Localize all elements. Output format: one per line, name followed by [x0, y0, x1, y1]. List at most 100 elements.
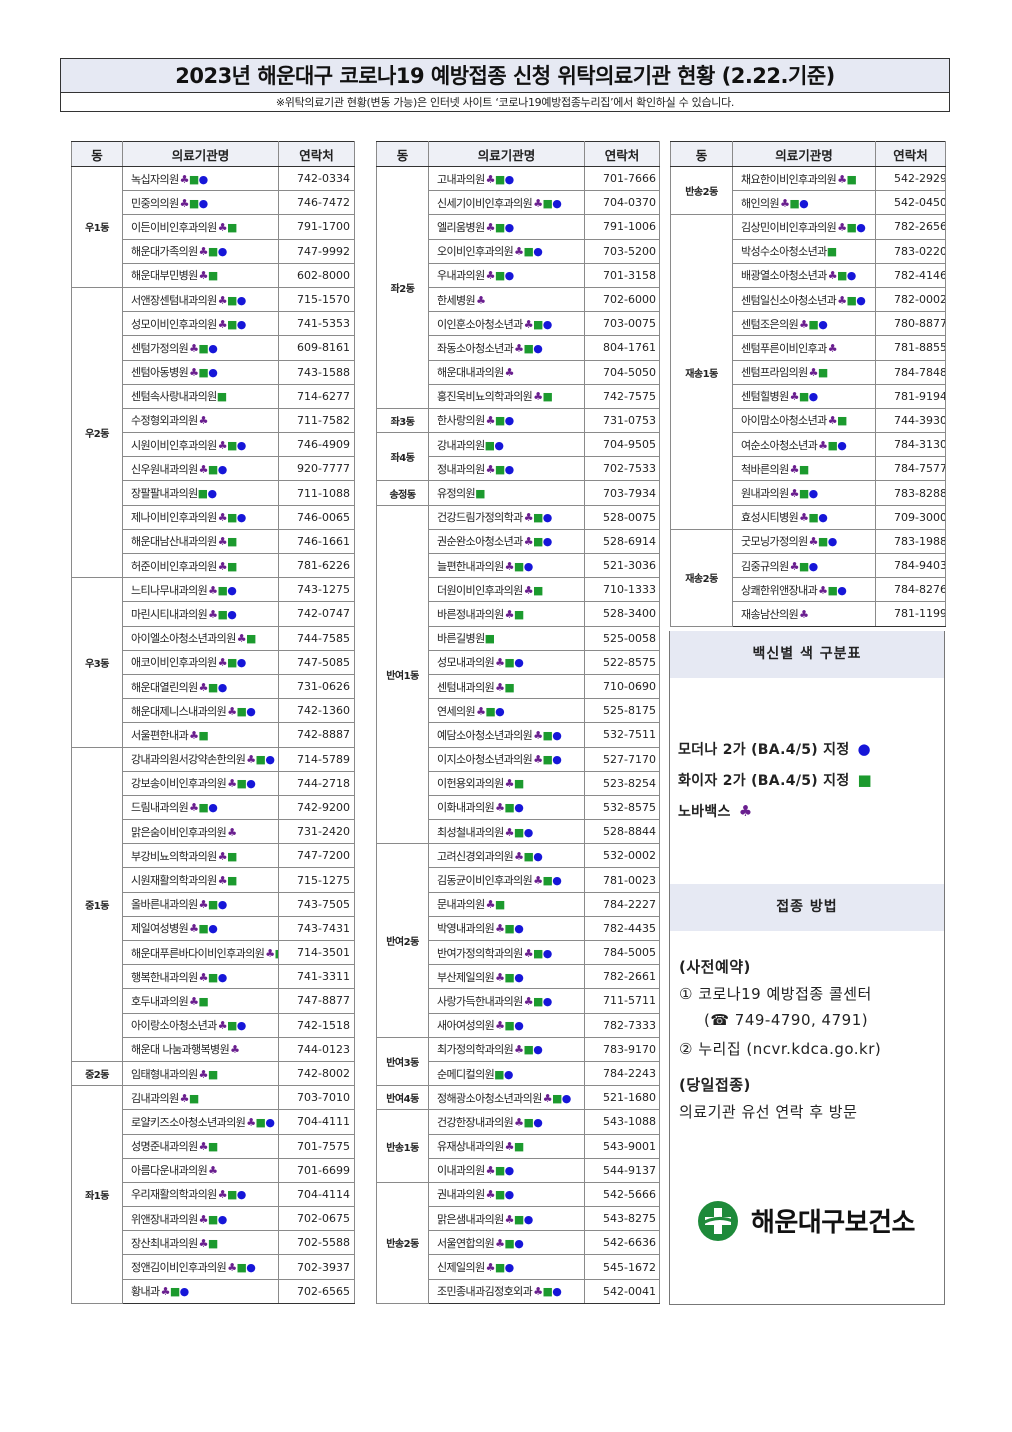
novavax-club-icon: ♣: [523, 994, 534, 1008]
clinic-name-cell: 조민종내과김정호외과♣■●: [428, 1278, 585, 1304]
clinic-name: 건강한장내과의원: [437, 1115, 514, 1129]
moderna-dot-icon: ●: [552, 1285, 562, 1299]
clinic-name: 호두내과의원: [131, 994, 189, 1008]
moderna-dot-icon: ●: [503, 1067, 514, 1081]
clinic-name-cell: 올바른내과의원♣■●: [122, 891, 279, 917]
novavax-club-icon: ♣: [208, 607, 218, 621]
table-row: 좌2동 고내과의원♣■● 701-7666: [376, 165, 660, 409]
table-row: 사랑가득한내과의원♣■● 711-5711: [377, 988, 660, 1014]
phone-cell: 543-1088: [584, 1109, 660, 1135]
clinic-name-cell: 최가정의학과의원♣■●: [428, 1036, 585, 1062]
clinic-name: 해운대가족의원: [131, 245, 198, 259]
phone-cell: 744-7585: [278, 625, 355, 651]
table-row: 우1동 녹십자의원♣■● 742-0334: [71, 165, 355, 288]
pfizer-square-icon: ■: [226, 317, 237, 331]
phone-cell: 742-8887: [278, 722, 355, 748]
phone-cell: 781-0023: [584, 867, 660, 893]
clinic-name: 박성수소아청소년과: [741, 245, 827, 259]
phone-cell: 783-9170: [584, 1036, 660, 1062]
table-row: 조민종내과김정호외과♣■● 542-0041: [377, 1278, 660, 1304]
clinic-name: 이지소아청소년과의원: [437, 753, 533, 767]
table-row: 송정동 유정의원■ 703-7934: [376, 480, 660, 506]
clinic-name-cell: 황내과♣■●: [122, 1278, 279, 1304]
clinic-name: 신세기이비인후과의원: [437, 196, 533, 210]
moderna-dot-icon: ●: [533, 245, 543, 259]
moderna-dot-icon: ●: [227, 583, 237, 597]
table-row: 맑은숨이비인후과의원♣ 731-2420: [72, 819, 355, 845]
clinic-name-cell: 부강비뇨의학과의원♣■: [122, 843, 279, 869]
novavax-club-icon: ♣: [523, 583, 534, 597]
moderna-dot-icon: ●: [514, 1236, 524, 1250]
pfizer-square-icon: ■: [217, 583, 228, 597]
table-row: 서울편한내과♣■ 742-8887: [72, 722, 355, 748]
clinic-name-cell: 늘편한내과의원♣■●: [428, 552, 585, 579]
novavax-club-icon: ♣: [236, 632, 247, 646]
phone-cell: 715-1275: [278, 867, 355, 893]
moderna-dot-icon: ●: [533, 849, 543, 863]
clinic-name-cell: 임태형내과의원♣■: [122, 1060, 279, 1087]
table-row: 부산제일의원♣■● 782-2661: [377, 964, 660, 990]
novavax-club-icon: ♣: [799, 607, 809, 621]
clinic-name-cell: 강내과의원■●: [428, 432, 585, 458]
pfizer-square-icon: ■: [207, 1236, 218, 1250]
phone-cell: 731-2420: [278, 819, 355, 845]
pfizer-square-icon: ■: [846, 293, 857, 307]
phone-cell: 703-7934: [584, 480, 660, 506]
phone-cell: 545-1672: [584, 1254, 660, 1280]
clinic-name-cell: 장팔팔내과의원■●: [122, 480, 279, 506]
moderna-dot-icon: ●: [818, 317, 828, 331]
novavax-club-icon: ♣: [533, 753, 543, 767]
clinic-name: 효성시티병원: [741, 511, 799, 525]
pfizer-square-icon: ■: [798, 559, 809, 573]
pfizer-square-icon: ■: [207, 245, 218, 259]
table-row: 재송1동 김상민이비인후과의원♣■● 782-2656: [670, 214, 946, 530]
clinic-name: 상쾌한위앤장내과: [741, 583, 818, 597]
phone-cell: 532-8575: [584, 794, 660, 821]
header-phone: 연락처: [875, 141, 946, 167]
table-row: 황내과♣■● 702-6565: [72, 1278, 355, 1304]
clinic-name-cell: 느티나무내과의원♣■●: [122, 577, 279, 603]
clinic-name: 오이비인후과의원: [437, 245, 514, 259]
pfizer-square-icon: ■: [226, 1019, 237, 1033]
clinic-name: 연세의원: [437, 704, 476, 718]
pfizer-square-icon: ■: [226, 656, 237, 670]
phone-cell: 704-5050: [584, 359, 660, 385]
moderna-dot-icon: ●: [208, 922, 218, 936]
dong-cell: 우3동: [71, 577, 123, 748]
legend-pfizer: 화이자 2가 (BA.4/5) 지정 ■: [678, 770, 872, 790]
table-row: 바른정내과의원♣■ 528-3400: [377, 601, 660, 627]
clinic-name-cell: 건강드림가정의학과♣■●: [428, 504, 585, 530]
pfizer-square-icon: ■: [226, 511, 237, 525]
novavax-club-icon: ♣: [789, 390, 800, 404]
phone-cell: 784-8276: [875, 577, 946, 603]
moderna-dot-icon: ●: [236, 1188, 247, 1202]
table-row: 홍진욱비뇨의학과의원♣■ 742-7575: [377, 383, 660, 409]
table-row: 이화내과의원♣■● 532-8575: [377, 794, 660, 821]
moderna-dot-icon: ●: [504, 1188, 515, 1202]
novavax-club-icon: ♣: [808, 535, 819, 549]
table-row: 유재상내과의원♣■ 543-9001: [377, 1133, 660, 1159]
moderna-dot-icon: ●: [236, 1019, 247, 1033]
table-row: 한세병원♣ 702-6000: [377, 286, 660, 313]
page-title: 2023년 해운대구 코로나19 예방접종 신청 위탁의료기관 현황 (2.22…: [175, 64, 835, 88]
clinic-name-cell: 행복한내과의원♣■●: [122, 964, 279, 990]
phone-cell: 703-7010: [278, 1085, 355, 1111]
novavax-club-icon: ♣: [504, 366, 515, 380]
table-row: 박영내과의원♣■● 782-4435: [377, 915, 660, 942]
clinic-name: 권내과의원: [437, 1188, 485, 1202]
clinic-name: 고려신경외과의원: [437, 849, 514, 863]
novavax-club-icon: ♣: [789, 462, 800, 476]
clinic-name: 임태형내과의원: [131, 1067, 198, 1081]
clinic-name-cell: 해운대열린의원♣■●: [122, 673, 279, 700]
novavax-club-icon: ♣: [476, 293, 486, 307]
table-row: 호두내과의원♣■ 747-8877: [72, 988, 355, 1014]
table-row: 반여3동 최가정의학과의원♣■● 783-9170: [376, 1036, 660, 1087]
novavax-club-icon: ♣: [495, 656, 505, 670]
moderna-dot-icon: ●: [265, 753, 275, 767]
table-row: 우리재활의학과의원♣■● 704-4114: [72, 1181, 355, 1208]
table-row: 반여4동 정해광소아청소년과의원♣■● 521-1680: [376, 1085, 660, 1111]
phone-cell: 710-1333: [584, 577, 660, 603]
dong-cell: 반송2동: [670, 165, 733, 216]
clinic-name-cell: 드림내과의원♣■●: [122, 794, 279, 821]
moderna-dot-icon: ●: [504, 1164, 515, 1178]
